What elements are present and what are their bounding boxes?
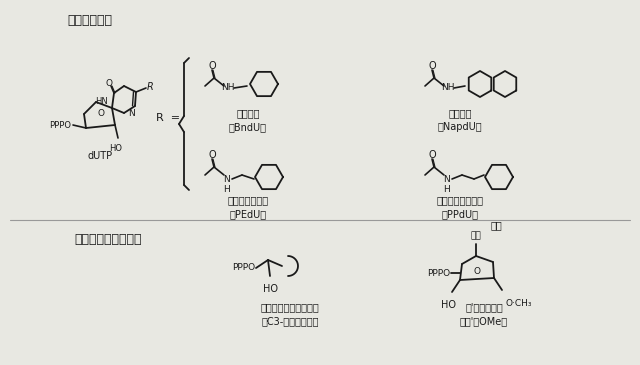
- Text: 塩基: 塩基: [490, 220, 502, 230]
- Text: HO: HO: [440, 300, 456, 310]
- Text: O: O: [106, 80, 113, 88]
- Text: HO: HO: [262, 284, 278, 294]
- Text: O: O: [428, 150, 436, 160]
- Text: フェニルプロピル
（PPdU）: フェニルプロピル （PPdU）: [436, 195, 483, 219]
- Text: O: O: [208, 61, 216, 71]
- Text: O: O: [474, 266, 481, 276]
- Text: O: O: [97, 108, 104, 118]
- Text: ２'－メトキシ
（２'－OMe）: ２'－メトキシ （２'－OMe）: [460, 302, 508, 326]
- Text: 骨格及び脱塩基置換: 骨格及び脱塩基置換: [74, 233, 141, 246]
- Text: N: N: [444, 176, 451, 184]
- Text: N: N: [128, 110, 135, 119]
- Text: 塩基: 塩基: [470, 231, 481, 240]
- Text: HN: HN: [95, 97, 108, 107]
- Text: HO: HO: [109, 144, 122, 153]
- Text: ナフチル
（NapdU）: ナフチル （NapdU）: [438, 108, 483, 132]
- Text: NH: NH: [441, 84, 455, 92]
- Text: R: R: [147, 82, 154, 92]
- Text: PPPO: PPPO: [232, 264, 255, 273]
- Text: PPPO: PPPO: [427, 269, 450, 277]
- Text: H: H: [223, 185, 230, 194]
- Text: dUTP: dUTP: [88, 151, 113, 161]
- Text: R  =: R =: [156, 113, 180, 123]
- Text: O: O: [428, 61, 436, 71]
- Text: O: O: [208, 150, 216, 160]
- Text: フェニルエチル
（PEdU）: フェニルエチル （PEdU）: [227, 195, 269, 219]
- Text: 脱塩基、アンロックド
（C3-スペーサー）: 脱塩基、アンロックド （C3-スペーサー）: [260, 302, 319, 326]
- Text: NH: NH: [221, 84, 235, 92]
- Text: N: N: [223, 176, 230, 184]
- Text: H: H: [444, 185, 451, 194]
- Text: ベンジル
（BndU）: ベンジル （BndU）: [229, 108, 267, 132]
- Text: PPPO: PPPO: [49, 120, 71, 130]
- Text: O·CH₃: O·CH₃: [506, 299, 532, 308]
- Text: 修飾塩基置換: 修飾塩基置換: [67, 14, 113, 27]
